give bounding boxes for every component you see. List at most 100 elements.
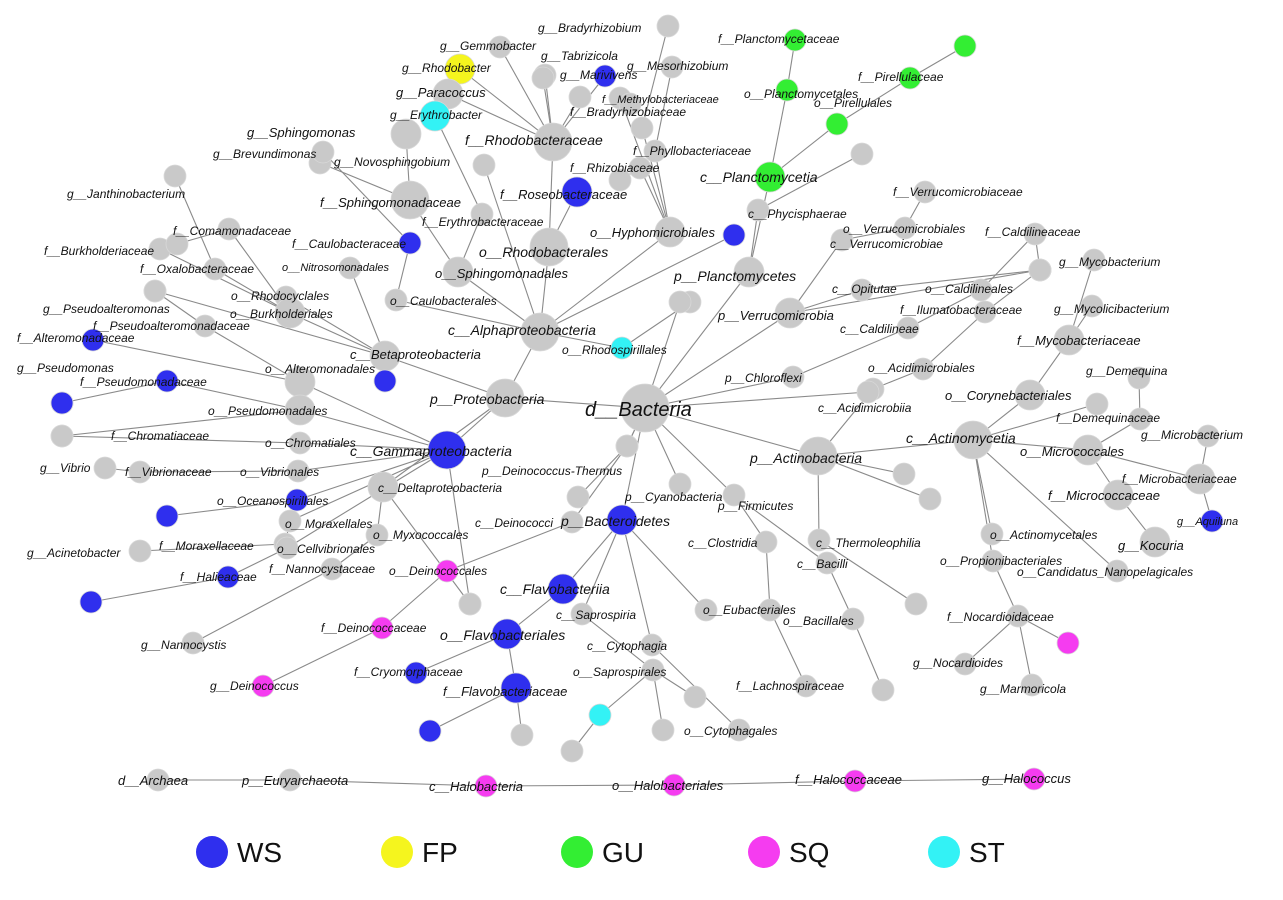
label-rhizobiaceae: f__Rhizobiaceae [570,161,660,175]
edge-bacteroidetes-saprospiria [581,519,623,615]
label-deinococcus_thermus: p__Deinococcus-Thermus [481,464,622,478]
label-flavobacteriales: o__Flavobacteriales [440,627,565,643]
label-deinococcales: o__Deinococcales [389,564,487,578]
legend-label-sq: SQ [789,837,829,868]
node-erythrobacter [419,100,451,132]
node-u_g4 [608,168,632,192]
edge-alpha-hyphomicrobiales [539,231,671,333]
label-alpha: c__Alphaproteobacteria [448,322,596,338]
edge-phyllobacteriaceae-mesorhizobium [654,66,673,152]
label-bradyrhizobiaceae: f__Bradyrhizobiaceae [570,105,686,119]
node-cytophagia [640,633,664,657]
label-methylobacteriaceae: f__Methylobacteriaceae [602,94,719,106]
edge-beta-nitrosomonadales [349,267,386,357]
label-ilumatobacteraceae: f__Ilumatobacteraceae [900,303,1022,317]
node-delta [367,471,399,503]
node-flavobacteriaceae [500,672,532,704]
node-micrococcales [1072,434,1104,466]
edge-caulobacteraceae-brevundimonas [322,151,411,244]
edge-pseudomonadales-u_g7 [61,409,301,437]
label-mycobacterium: g__Mycobacterium [1059,255,1160,269]
label-archaea: d__Archaea [118,773,188,788]
node-mycobacteriaceae [1053,324,1085,356]
label-tabrizicola: g__Tabrizicola [541,49,618,63]
edge-moraxellaceae-acinetobacter [139,543,286,552]
node-u_g8 [850,142,874,166]
edge-beta-u_g29 [154,290,386,357]
label-comamonadaceae: f__Comamonadaceae [173,224,291,238]
node-u_gu_top [953,34,977,58]
label-acidimicrobiia: c__Acidimicrobiia [818,401,912,415]
edge-alpha-caulobacterales [395,299,541,333]
edge-micrococcales-microbacteriaceae [1087,449,1201,480]
node-brevundimonas [311,140,335,164]
edge-alpha-u_g26 [483,164,541,333]
label-deinococcus: g__Deinococcus [210,679,299,693]
legend-swatch-gu [561,836,593,868]
label-cryomorphaceae: f__Cryomorphaceae [354,665,463,679]
node-u_ws_gamma1 [373,369,397,393]
legend-label-ws: WS [237,837,282,868]
edge-planctomycetes-planctomycetia [748,176,771,273]
label-bacilli: c__Bacilli [797,557,848,571]
legend-label-gu: GU [602,837,644,868]
node-mesorhizobium [660,55,684,79]
node-flavobacteriales [491,618,523,650]
legend: WS FP GU SQ ST [196,836,1005,868]
node-saprospiria [570,602,594,626]
edge-chloroflexi-caldilineae [792,327,909,378]
node-cellvibrionales [275,536,299,560]
edge-actinomycetia-u_g15 [972,403,1098,441]
edge-acidimicrobiales-ilumatobacteraceae [922,311,986,370]
node-u_ws_gamma2 [155,504,179,528]
edge-actinobacteria-u_g14 [817,455,931,500]
node-oceanospirillales [285,488,309,512]
node-ilumatobacteraceae [973,300,997,324]
edge-gamma-alteromonadales [299,381,448,451]
edge-pirellulales-pirellulaceae [836,77,911,125]
label-cytophagia: c__Cytophagia [587,639,667,653]
node-bacillales [841,607,865,631]
label-chromatiaceae: f__Chromatiaceae [111,429,209,443]
node-u_g1 [531,66,555,90]
node-nanopelagicales [1105,559,1129,583]
label-novosphingobium: g__Novosphingobium [334,155,450,169]
label-eubacteriales: o__Eubacteriales [703,603,796,617]
label-moraxellales: o__Moraxellales [285,517,372,531]
edge-opitutae-u_g9 [861,269,1041,291]
edge-bradyrhizobiaceae-bradyrhizobium [641,25,669,129]
label-cyanobacteria: p__Cyanobacteria [624,490,723,504]
label-phyllobacteriaceae: f__Phyllobacteriaceae [633,144,751,158]
label-sphingomonas: g__Sphingomonas [247,125,356,140]
label-hyphomicrobiales: o__Hyphomicrobiales [590,225,716,240]
node-u_ws_alpha [722,223,746,247]
node-pseudoalteromonadaceae [193,314,217,338]
node-u_st_saprosp [588,703,612,727]
label-rhodospirillales: o__Rhodospirillales [562,343,667,357]
label-thermoleophilia: c__Thermoleophilia [816,536,921,550]
label-vibrionaceae: f__Vibrionaceae [125,465,212,479]
label-moraxellaceae: f__Moraxellaceae [159,539,254,553]
label-paracoccus: g__Paracoccus [396,85,486,100]
node-marivivens [593,64,617,88]
label-nannocystaceae: f__Nannocystaceae [269,562,375,576]
node-opitutae [850,278,874,302]
label-clostridia: c__Clostridia [688,536,758,550]
node-pirellulales [825,112,849,136]
label-halieaceae: f__Halieaceae [180,570,257,584]
label-chloroflexi: p__Chloroflexi [724,371,802,385]
node-planctomycetales [775,78,799,102]
edge-gamma-chromatiales [299,442,448,451]
edge-halobacteria-halobacteriales [485,784,675,787]
label-pirellulaceae: f__Pirellulaceae [858,70,944,84]
edge-delta-u_g30 [382,486,471,605]
node-caulobacterales [384,288,408,312]
node-gemmobacter [488,35,512,59]
node-u_g16 [871,678,895,702]
label-marivivens: g__Marivivens [560,68,637,82]
edge-thermoleophilia-u_g12 [818,539,917,605]
edge-gamma-oceanospirillales [296,449,448,501]
node-lachnospiraceae [794,674,818,698]
node-mycobacterium [1082,248,1106,272]
